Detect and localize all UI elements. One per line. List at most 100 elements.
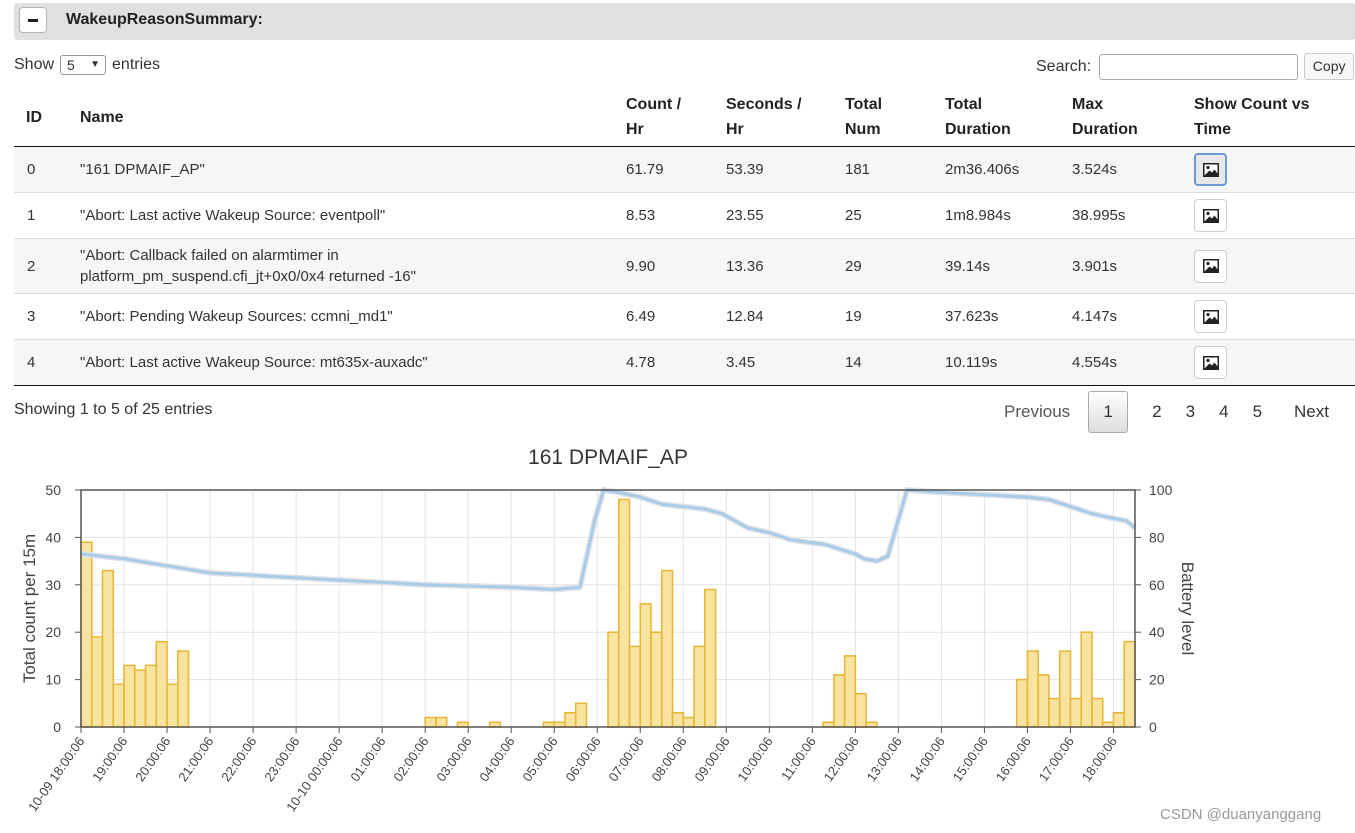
table-row[interactable]: 3 "Abort: Pending Wakeup Sources: ccmni_… xyxy=(14,293,1355,340)
page-button-1[interactable]: 1 xyxy=(1088,391,1129,433)
count-vs-time-chart: 161 DPMAIF_AP 0 10 20 30 40 50 0 20 40 60 80 100 Tota… xyxy=(20,446,1197,814)
bar xyxy=(607,631,620,728)
show-chart-button[interactable] xyxy=(1194,346,1227,379)
col-header-seconds-hr[interactable]: Seconds / Hr xyxy=(726,88,845,147)
col-header-id[interactable]: ID xyxy=(14,88,80,147)
cell-show-chart xyxy=(1194,238,1355,294)
cell-seconds-hr: 12.84 xyxy=(726,293,845,340)
table-row[interactable]: 0 "161 DPMAIF_AP" 61.79 53.39 181 2m36.4… xyxy=(14,146,1355,193)
x-tick-label: 02:00:06 xyxy=(390,734,431,784)
x-tick-label: 07:00:06 xyxy=(605,734,646,784)
x-tick-label: 01:00:06 xyxy=(347,734,388,784)
table-row[interactable]: 4 "Abort: Last active Wakeup Source: mt6… xyxy=(14,339,1355,386)
cell-total-duration: 2m36.406s xyxy=(945,146,1072,193)
bar xyxy=(176,650,190,728)
cell-count-hr: 9.90 xyxy=(626,238,726,294)
watermark: CSDN @duanyanggang xyxy=(1160,806,1322,823)
cell-total-num: 25 xyxy=(845,192,945,239)
page-button-2[interactable]: 2 xyxy=(1152,402,1162,421)
x-tick-label: 13:00:06 xyxy=(864,734,905,784)
bar xyxy=(90,636,104,728)
x-tick-label: 11:00:06 xyxy=(778,734,819,783)
table-info: Showing 1 to 5 of 25 entries xyxy=(14,401,213,418)
cell-total-num: 19 xyxy=(845,293,945,340)
bar xyxy=(80,541,93,728)
bar xyxy=(833,674,846,728)
bar xyxy=(660,569,674,728)
show-chart-button[interactable] xyxy=(1194,199,1227,232)
bar xyxy=(682,716,695,728)
table-row[interactable]: 1 "Abort: Last active Wakeup Source: eve… xyxy=(14,192,1355,239)
bar xyxy=(1037,674,1050,728)
previous-button[interactable]: Previous xyxy=(1004,402,1071,421)
entries-select[interactable]: 5 ▼ xyxy=(60,55,107,75)
y2-axis-label: Battery level xyxy=(1178,562,1197,656)
cell-seconds-hr: 13.36 xyxy=(726,238,845,294)
bar xyxy=(671,711,685,728)
col-header-total-duration[interactable]: Total Duration xyxy=(945,88,1072,147)
table-row[interactable]: 2 "Abort: Callback failed on alarmtimer … xyxy=(14,238,1355,294)
cell-name: "Abort: Pending Wakeup Sources: ccmni_md… xyxy=(80,293,626,340)
show-chart-button[interactable] xyxy=(1194,153,1227,186)
cell-show-chart xyxy=(1194,339,1355,386)
bar xyxy=(703,588,717,728)
col-header-show-count[interactable]: Show Count vs Time xyxy=(1194,88,1355,147)
y-tick-label: 40 xyxy=(45,529,61,545)
x-tick-label: 04:00:06 xyxy=(476,734,517,784)
col-header-total-num[interactable]: Total Num xyxy=(845,88,945,147)
bar xyxy=(123,664,136,728)
bar xyxy=(133,669,147,728)
x-tick-label: 14:00:06 xyxy=(907,734,948,784)
bar xyxy=(617,498,631,728)
bar xyxy=(1048,697,1061,728)
collapse-button[interactable] xyxy=(19,7,47,33)
y2-tick-label: 0 xyxy=(1149,719,1157,735)
image-icon xyxy=(1202,208,1219,223)
copy-button[interactable]: Copy xyxy=(1304,53,1355,80)
cell-name: "161 DPMAIF_AP" xyxy=(80,146,626,193)
page-button-5[interactable]: 5 xyxy=(1252,402,1263,421)
image-icon xyxy=(1202,309,1219,324)
cell-total-duration: 1m8.984s xyxy=(945,192,1072,239)
cell-show-chart xyxy=(1194,192,1355,239)
y-tick-label: 30 xyxy=(45,577,61,593)
y2-tick-label: 20 xyxy=(1149,672,1165,688)
y2-tick-label: 100 xyxy=(1149,482,1173,498)
bar xyxy=(628,645,642,728)
x-tick-label: 06:00:06 xyxy=(562,734,603,784)
pagination: Previous 1 2 3 4 5 Next xyxy=(994,391,1339,433)
cell-show-chart xyxy=(1194,146,1355,193)
y-tick-label: 50 xyxy=(45,482,61,498)
bar xyxy=(1058,650,1072,728)
bar xyxy=(1091,697,1104,728)
cell-seconds-hr: 53.39 xyxy=(726,146,845,193)
show-chart-button[interactable] xyxy=(1194,300,1227,333)
show-label: Show xyxy=(14,56,55,73)
search-label: Search: xyxy=(1036,57,1092,75)
next-button[interactable]: Next xyxy=(1294,402,1329,421)
search-control: Search: Copy xyxy=(1036,53,1355,80)
x-tick-label: 10-09 18:00:06 xyxy=(25,734,87,814)
y2-tick-label: 40 xyxy=(1149,624,1165,640)
show-chart-button[interactable] xyxy=(1194,249,1227,283)
col-header-max-duration[interactable]: Max Duration xyxy=(1072,88,1194,147)
bar xyxy=(650,631,663,728)
search-input[interactable] xyxy=(1099,53,1299,80)
page-button-4[interactable]: 4 xyxy=(1219,402,1229,421)
x-tick-label: 16:00:06 xyxy=(993,734,1034,784)
cell-count-hr: 4.78 xyxy=(626,339,726,386)
bar xyxy=(112,683,125,728)
bar xyxy=(166,683,179,728)
cell-total-duration: 10.119s xyxy=(945,339,1072,386)
page-button-3[interactable]: 3 xyxy=(1185,402,1196,421)
bar xyxy=(101,569,115,728)
y2-tick-label: 80 xyxy=(1149,529,1165,545)
image-icon xyxy=(1202,162,1219,177)
col-header-count-hr[interactable]: Count / Hr xyxy=(626,88,726,147)
bar xyxy=(854,693,867,728)
plot-frame xyxy=(80,489,1136,728)
col-header-name[interactable]: Name xyxy=(80,88,626,147)
cell-count-hr: 61.79 xyxy=(626,146,726,193)
table-header-row: ID Name Count / Hr Seconds / Hr Total Num T… xyxy=(14,88,1355,147)
x-tick-label: 03:00:06 xyxy=(433,734,474,784)
